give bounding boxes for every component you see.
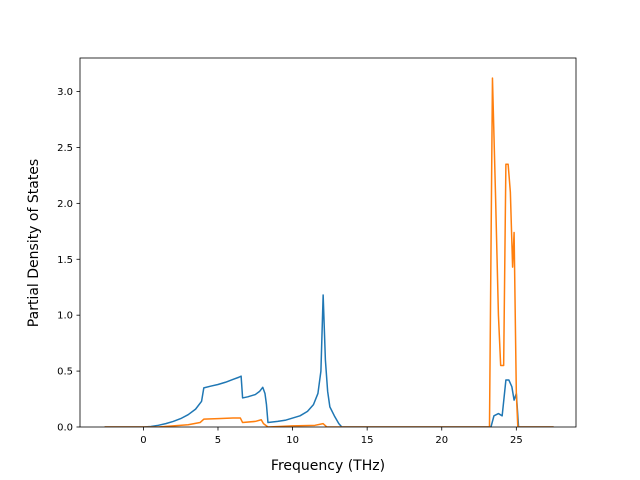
x-tick-label: 20 [435, 435, 448, 446]
y-tick-label: 1.0 [57, 311, 73, 322]
x-tick-label: 15 [361, 435, 374, 446]
plot-frame [79, 57, 577, 428]
y-tick-label: 2.0 [57, 199, 73, 210]
y-tick-label: 1.5 [57, 255, 73, 266]
y-tick-label: 0.5 [57, 367, 73, 378]
x-axis-ticks: 0 5 10 15 20 25 [140, 427, 523, 446]
y-tick-label: 3.0 [57, 87, 73, 98]
series-line-2 [104, 77, 554, 427]
x-tick-label: 10 [286, 435, 299, 446]
plot-area [79, 57, 577, 428]
x-tick-label: 5 [215, 435, 221, 446]
y-axis-title: Partial Density of States [26, 159, 42, 327]
series-line-1 [104, 294, 554, 427]
y-axis-ticks: 0.0 0.5 1.0 1.5 2.0 2.5 3.0 [57, 87, 80, 434]
x-axis-title: Frequency (THz) [271, 458, 385, 474]
x-tick-label: 0 [140, 435, 146, 446]
y-tick-label: 2.5 [57, 143, 73, 154]
x-tick-label: 25 [510, 435, 523, 446]
y-tick-label: 0.0 [57, 423, 73, 434]
